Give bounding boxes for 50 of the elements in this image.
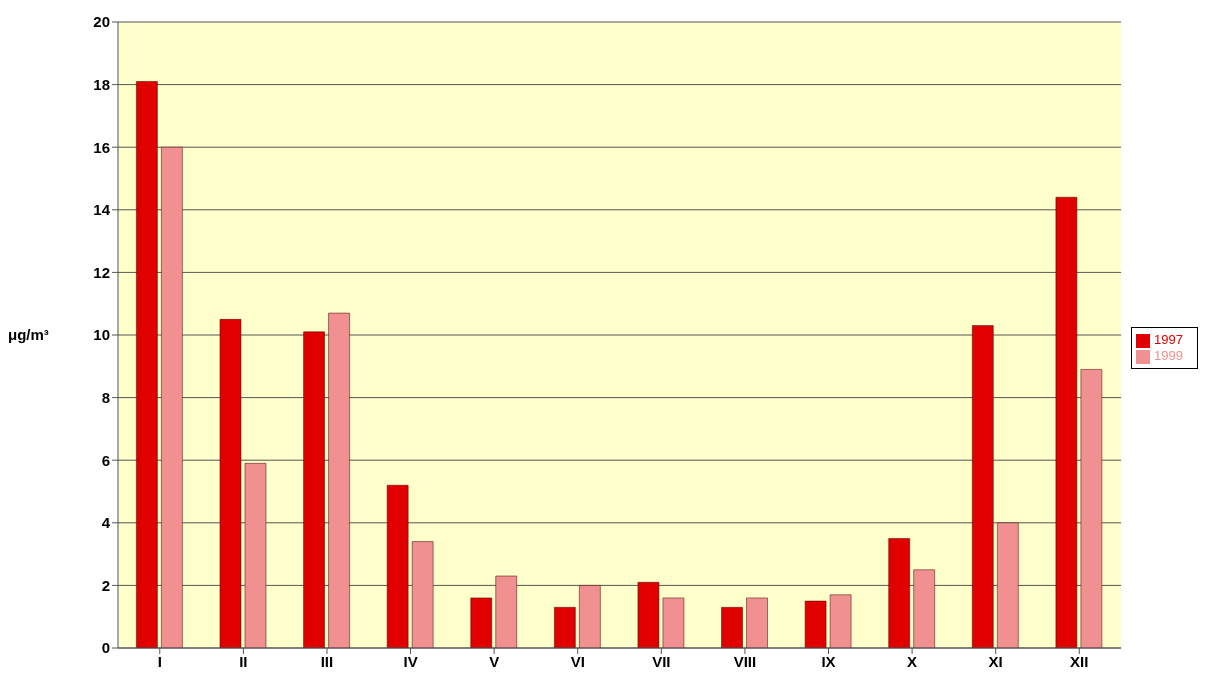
bar — [972, 325, 994, 648]
bar — [386, 484, 409, 648]
bar — [161, 146, 183, 648]
bar — [136, 81, 158, 648]
y-tick-label: 6 — [101, 451, 110, 469]
bar — [244, 463, 267, 648]
bar — [579, 585, 601, 648]
y-axis-title: μg/m³ — [8, 326, 49, 343]
x-tick-label: VIII — [733, 652, 757, 670]
y-tick-label: 14 — [93, 201, 111, 219]
bar — [495, 575, 517, 648]
y-tick-label: 16 — [93, 138, 110, 156]
y-tick-label: 4 — [101, 514, 111, 532]
bar — [913, 569, 935, 648]
y-tick-label: 8 — [101, 388, 110, 406]
y-tick-label: 12 — [93, 263, 110, 281]
y-tick-label: 2 — [101, 576, 110, 594]
bar — [662, 597, 685, 648]
bar — [303, 331, 325, 648]
bar — [804, 600, 827, 648]
x-tick-label: VII — [652, 652, 671, 670]
bar — [721, 607, 743, 648]
bar — [888, 538, 910, 648]
bar — [1080, 369, 1103, 648]
x-tick-label: VI — [570, 652, 585, 670]
legend-label: 1997 — [1154, 332, 1183, 348]
x-tick-label: X — [907, 652, 918, 670]
bar — [554, 607, 576, 648]
bar — [1055, 197, 1078, 648]
y-tick-label: 10 — [93, 326, 110, 344]
x-tick-label: IV — [403, 652, 418, 670]
x-tick-label: V — [489, 652, 500, 670]
x-tick-label: II — [239, 652, 248, 670]
x-tick-label: XII — [1070, 652, 1089, 670]
bar — [637, 582, 660, 648]
bar — [997, 522, 1019, 648]
bar — [219, 319, 242, 648]
x-tick-label: XI — [988, 652, 1003, 670]
y-tick-label: 20 — [93, 13, 110, 31]
bar — [411, 541, 434, 648]
x-tick-label: III — [320, 652, 334, 670]
bar — [746, 597, 768, 648]
y-tick-label: 18 — [93, 75, 110, 93]
legend-label: 1999 — [1154, 348, 1183, 363]
bar — [328, 312, 350, 648]
x-tick-label: I — [157, 652, 162, 670]
bar — [470, 597, 492, 648]
bar — [829, 594, 852, 648]
y-tick-label: 0 — [101, 639, 110, 657]
x-tick-label: IX — [821, 652, 836, 670]
